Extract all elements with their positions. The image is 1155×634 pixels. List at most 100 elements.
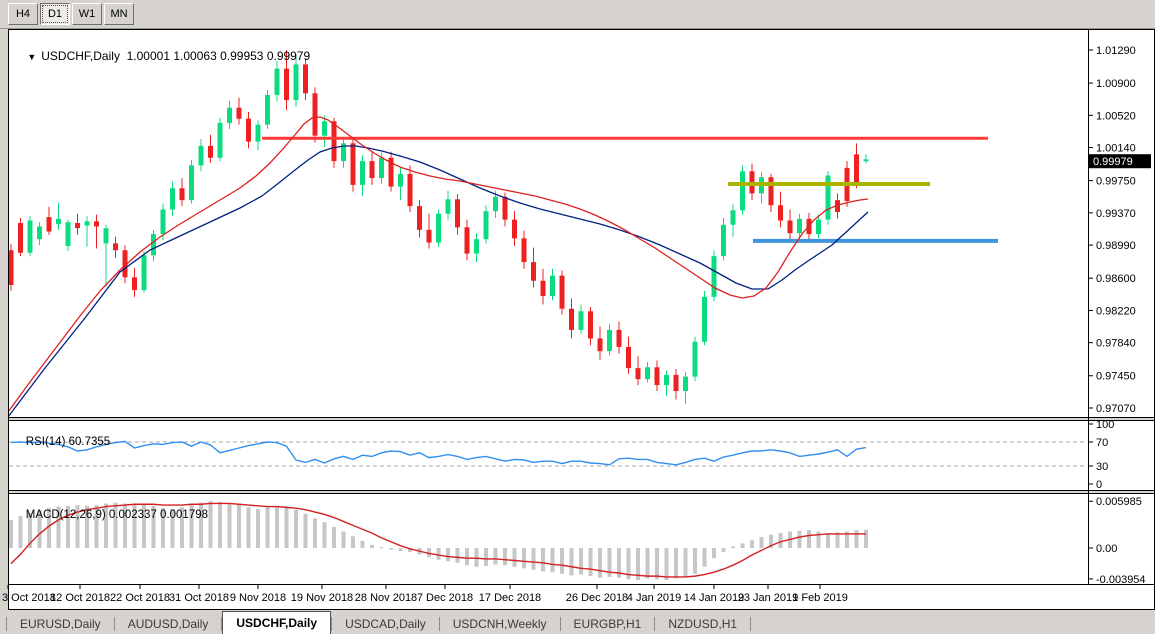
pane-splitter[interactable] — [8, 491, 1154, 493]
macd-bar — [28, 512, 32, 548]
macd-bar — [436, 548, 441, 560]
price-axis[interactable]: 1.01290 1.00900 1.00520 1.00140 0.99750 0.993… — [1089, 45, 1151, 415]
price-tick-label: 1.00900 — [1096, 78, 1136, 90]
macd-bar — [37, 510, 42, 548]
candle-body — [711, 256, 717, 297]
chart-tab-usdchf-daily[interactable]: USDCHF,Daily — [222, 611, 332, 634]
macd-bar — [18, 515, 23, 548]
macd-bar — [645, 548, 650, 579]
candlestick-chart[interactable] — [8, 50, 998, 417]
candle-body — [122, 250, 128, 278]
ma-fast-line — [9, 116, 869, 412]
candle-body — [854, 154, 859, 184]
chart-tab-audusd-daily[interactable]: AUDUSD,Daily — [114, 614, 222, 634]
macd-bar — [474, 548, 479, 567]
macd-bar — [721, 548, 726, 552]
chart-tab-eurusd-daily[interactable]: EURUSD,Daily — [7, 614, 114, 634]
candle-body — [588, 311, 593, 339]
candle-body — [293, 64, 299, 101]
candle-body — [787, 220, 793, 234]
date-tick-label: 28 Nov 2018 — [355, 592, 417, 604]
macd-bar — [85, 505, 89, 548]
macd-bar — [170, 508, 175, 548]
price-tick-label: 0.97450 — [1096, 371, 1136, 383]
rsi-pane[interactable] — [9, 440, 1087, 467]
macd-bar — [864, 529, 868, 548]
macd-bar — [731, 546, 735, 548]
macd-bar — [588, 548, 593, 577]
candle-body — [407, 173, 413, 207]
candle-body — [312, 93, 318, 136]
macd-bar — [503, 548, 507, 566]
dropdown-arrow-icon[interactable]: ▼ — [27, 52, 37, 62]
price-tick-label: 0.98220 — [1096, 305, 1136, 317]
candle-body — [417, 206, 422, 230]
candle-body — [474, 239, 479, 254]
date-tick-label: 9 Nov 2018 — [230, 592, 286, 604]
macd-tick-label: 0.005985 — [1096, 496, 1142, 508]
macd-bar — [389, 548, 393, 550]
candle-body — [84, 221, 90, 226]
macd-tick-label: 0.00 — [1096, 543, 1117, 555]
candle-body — [170, 188, 175, 210]
candle-body — [797, 218, 802, 234]
tab-separator — [750, 617, 752, 631]
macd-bar — [702, 548, 707, 567]
candle-body — [341, 143, 346, 162]
candle-body — [322, 121, 327, 136]
date-tick-label: 14 Jan 2019 — [684, 592, 745, 604]
macd-bar — [360, 540, 365, 548]
macd-bar — [398, 548, 403, 552]
macd-bar — [322, 522, 327, 548]
chart-tab-usdcad-daily[interactable]: USDCAD,Daily — [332, 614, 439, 634]
timeframe-button-w1[interactable]: W1 — [72, 3, 102, 25]
macd-bar — [465, 548, 469, 566]
price-tick-label: 0.98600 — [1096, 273, 1136, 285]
macd-bar — [531, 548, 536, 570]
macd-bar — [750, 540, 754, 548]
candle-body — [426, 229, 432, 243]
timeframe-button-d1[interactable]: D1 — [40, 3, 70, 25]
date-tick-label: 19 Nov 2018 — [291, 592, 353, 604]
candle-body — [664, 374, 669, 386]
rsi-tick-label: 0 — [1096, 479, 1102, 491]
macd-bar — [759, 537, 764, 548]
macd-bar — [493, 548, 498, 565]
macd-bar — [256, 508, 260, 548]
date-tick-label: 12 Oct 2018 — [50, 592, 110, 604]
macd-bar — [778, 533, 783, 548]
chart-tab-eurgbp-h1[interactable]: EURGBP,H1 — [560, 614, 655, 634]
macd-bar — [351, 536, 355, 548]
macd-bar — [740, 543, 745, 548]
symbol-label: USDCHF,Daily — [41, 49, 120, 63]
candle-body — [531, 262, 536, 281]
date-tick-label: 22 Oct 2018 — [110, 592, 170, 604]
macd-bar — [845, 531, 849, 548]
candle-body — [597, 338, 603, 352]
tab-separator — [6, 617, 7, 631]
macd-bar — [835, 532, 840, 548]
candle-body — [274, 68, 280, 95]
current-price-label — [1089, 154, 1151, 169]
macd-bar — [427, 548, 431, 558]
pane-splitter[interactable] — [8, 418, 1154, 420]
chart-tab-nzdusd-h1[interactable]: NZDUSD,H1 — [655, 614, 751, 634]
timeframe-button-mn[interactable]: MN — [104, 3, 134, 25]
timeframe-button-h4[interactable]: H4 — [8, 3, 38, 25]
candle-body — [616, 329, 622, 347]
macd-bar — [246, 507, 251, 548]
macd-bar — [816, 531, 821, 548]
macd-bar — [550, 548, 555, 573]
chart-tab-usdcnh-weekly[interactable]: USDCNH,Weekly — [439, 614, 560, 634]
price-tick-label: 0.97070 — [1096, 403, 1136, 415]
macd-histogram[interactable] — [9, 501, 868, 581]
candle-body — [493, 196, 498, 212]
candle-body — [645, 367, 650, 380]
candle-body — [369, 161, 375, 179]
candle-body — [27, 220, 33, 253]
macd-bar — [598, 548, 602, 578]
candle-body — [835, 200, 840, 213]
ohlc-open: 1.00001 — [126, 49, 171, 63]
